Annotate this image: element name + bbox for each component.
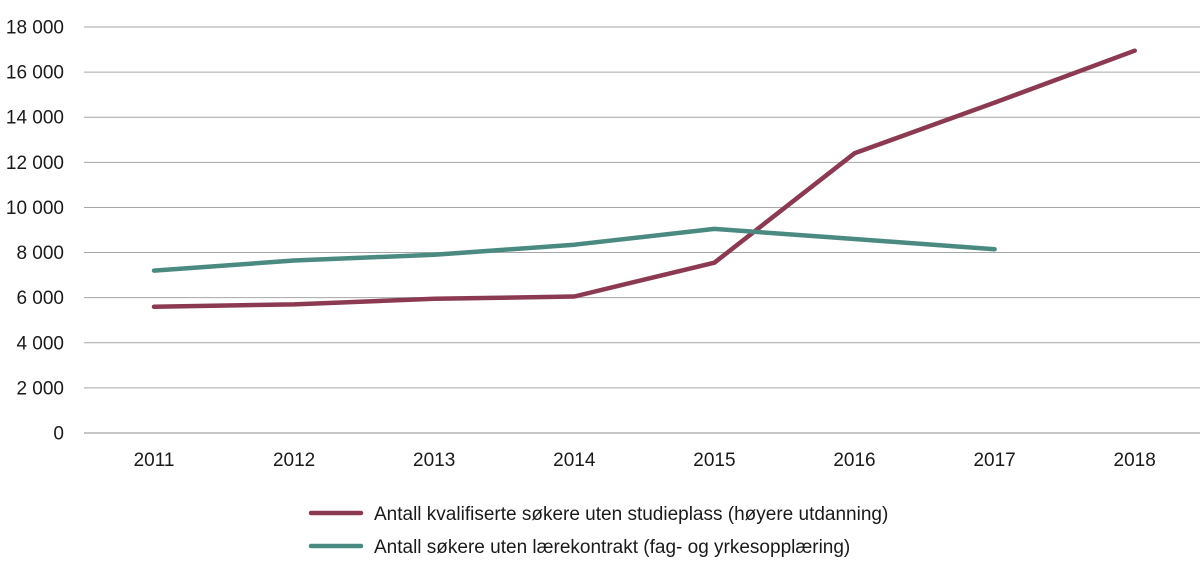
x-tick-label: 2018 <box>1114 450 1156 471</box>
legend-label: Antall søkere uten lærekontrakt (fag- og… <box>374 537 850 558</box>
gridlines <box>84 26 1200 434</box>
y-axis-tick-labels: 0 2 000 4 000 6 000 8 000 10 000 12 000 14 000 1… <box>6 18 64 445</box>
x-tick-label: 2012 <box>273 450 315 471</box>
y-tick-label: 0 <box>53 424 64 445</box>
legend-label: Antall kvalifiserte søkere uten studiepl… <box>374 504 888 525</box>
x-axis-tick-labels: 2011 2012 2013 2014 2015 2016 2017 2018 <box>134 450 1156 471</box>
y-tick-label: 12 000 <box>6 153 64 174</box>
x-tick-label: 2014 <box>553 450 596 471</box>
legend: Antall kvalifiserte søkere uten studiepl… <box>308 504 888 558</box>
x-tick-label: 2013 <box>413 450 455 471</box>
x-tick-label: 2015 <box>693 450 735 471</box>
y-tick-label: 18 000 <box>6 18 64 39</box>
y-tick-label: 8 000 <box>16 243 64 264</box>
y-tick-label: 16 000 <box>6 63 64 84</box>
series-lines <box>151 48 1137 309</box>
y-tick-label: 10 000 <box>6 198 64 219</box>
y-tick-label: 4 000 <box>16 333 64 354</box>
x-tick-label: 2011 <box>134 450 175 471</box>
series-line-2 <box>151 226 997 273</box>
x-tick-label: 2017 <box>973 450 1015 471</box>
y-tick-label: 6 000 <box>16 288 64 309</box>
y-tick-label: 14 000 <box>6 108 64 129</box>
series-line-1 <box>151 48 1137 309</box>
y-tick-label: 2 000 <box>16 378 64 399</box>
x-tick-label: 2016 <box>833 450 875 471</box>
